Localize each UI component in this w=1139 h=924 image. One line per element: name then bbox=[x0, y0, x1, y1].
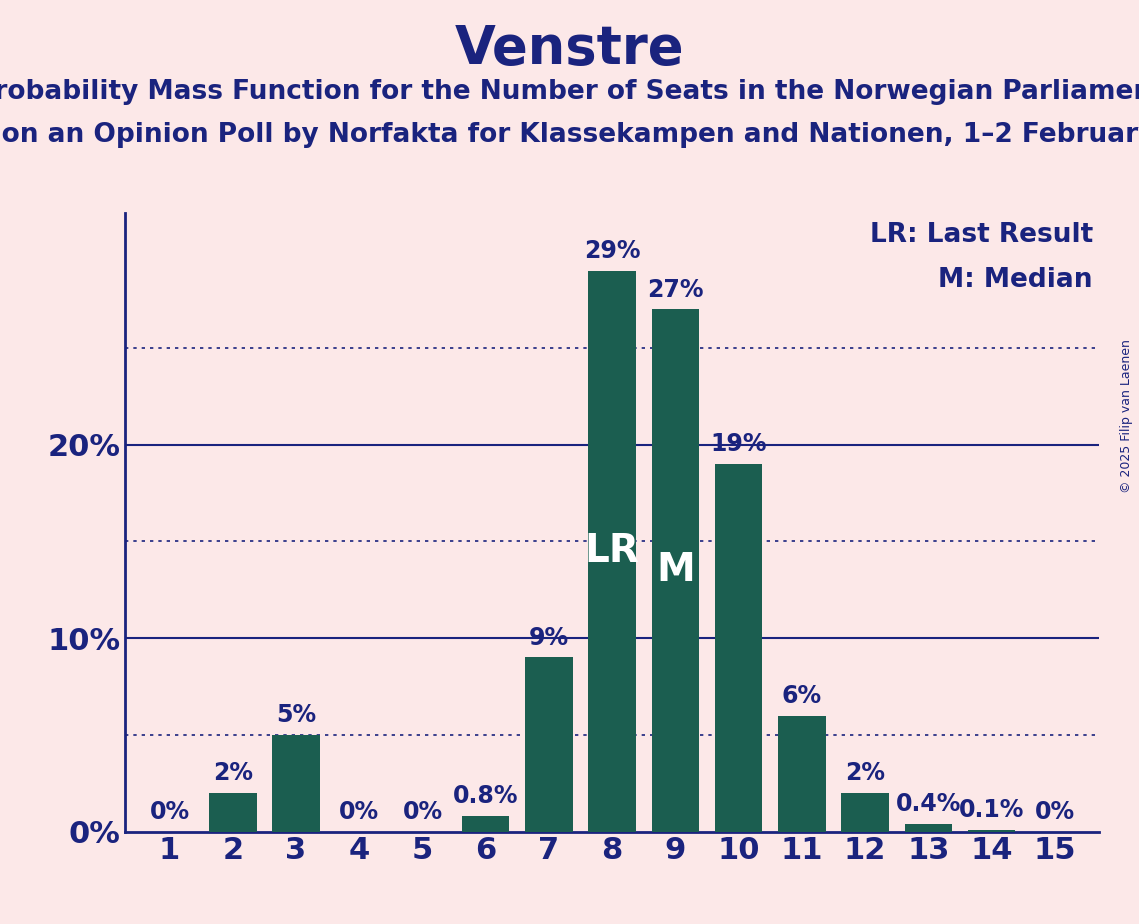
Bar bbox=[210, 793, 256, 832]
Text: LR: Last Result: LR: Last Result bbox=[869, 222, 1092, 249]
Text: 2%: 2% bbox=[213, 761, 253, 785]
Text: 0.1%: 0.1% bbox=[959, 798, 1024, 822]
Text: M: M bbox=[656, 552, 695, 590]
Text: 6%: 6% bbox=[781, 684, 822, 708]
Text: 0.4%: 0.4% bbox=[895, 792, 961, 816]
Text: 0%: 0% bbox=[149, 800, 189, 824]
Text: 2%: 2% bbox=[845, 761, 885, 785]
Text: 0%: 0% bbox=[339, 800, 379, 824]
Text: 0%: 0% bbox=[402, 800, 443, 824]
Text: © 2025 Filip van Laenen: © 2025 Filip van Laenen bbox=[1121, 339, 1133, 492]
Text: LR: LR bbox=[584, 532, 640, 570]
Bar bbox=[272, 735, 320, 832]
Text: 0.8%: 0.8% bbox=[453, 784, 518, 808]
Bar bbox=[462, 816, 509, 832]
Text: 9%: 9% bbox=[528, 626, 570, 650]
Bar bbox=[715, 464, 762, 832]
Text: 0%: 0% bbox=[1035, 800, 1075, 824]
Text: Venstre: Venstre bbox=[454, 23, 685, 75]
Text: Based on an Opinion Poll by Norfakta for Klassekampen and Nationen, 1–2 February: Based on an Opinion Poll by Norfakta for… bbox=[0, 122, 1139, 148]
Text: 27%: 27% bbox=[647, 277, 704, 301]
Bar bbox=[525, 658, 573, 832]
Bar bbox=[842, 793, 888, 832]
Text: M: Median: M: Median bbox=[939, 267, 1092, 293]
Bar bbox=[652, 310, 699, 832]
Text: 29%: 29% bbox=[584, 238, 640, 262]
Bar bbox=[904, 824, 952, 832]
Bar bbox=[968, 830, 1015, 832]
Bar bbox=[778, 715, 826, 832]
Text: 5%: 5% bbox=[276, 703, 317, 727]
Bar bbox=[589, 271, 636, 832]
Text: Probability Mass Function for the Number of Seats in the Norwegian Parliament: Probability Mass Function for the Number… bbox=[0, 79, 1139, 104]
Text: 19%: 19% bbox=[711, 432, 767, 456]
